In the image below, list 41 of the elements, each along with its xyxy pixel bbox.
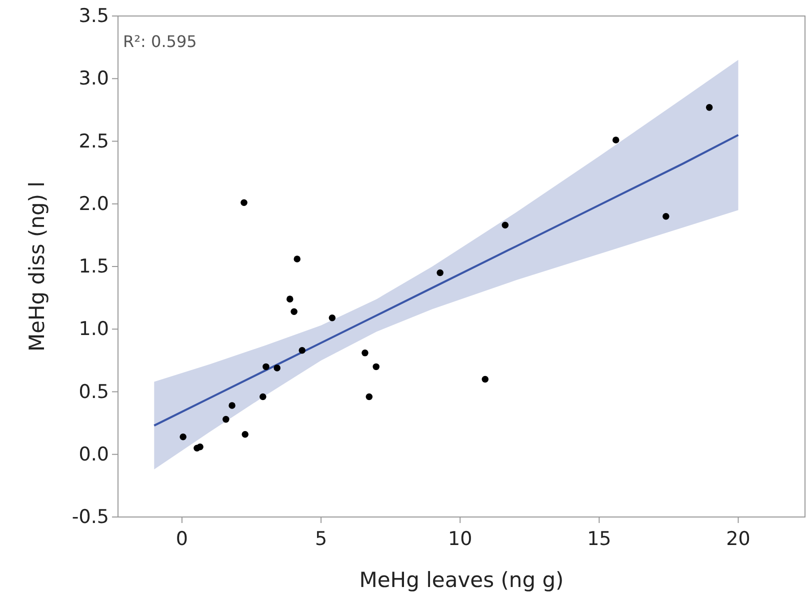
y-tick-label: 2.5 (78, 130, 109, 152)
point (436, 269, 444, 276)
point (298, 347, 306, 354)
point (362, 350, 368, 356)
y-tick-label: 1.5 (78, 256, 109, 278)
point (706, 104, 713, 111)
point (262, 363, 270, 370)
y-axis-title: MeHg diss (ng) l (25, 181, 49, 352)
point (372, 363, 380, 370)
y-tick-label: 1.0 (78, 318, 109, 340)
x-tick-label: 20 (726, 528, 750, 550)
point (328, 314, 336, 322)
point (612, 136, 620, 144)
y-tick-label: 0.0 (78, 443, 109, 466)
point (482, 376, 489, 383)
y-tick-label: 3.5 (78, 5, 109, 28)
x-tick-label: 0 (176, 528, 188, 550)
point (366, 393, 373, 400)
point (274, 364, 280, 372)
x-tick-label: 5 (314, 528, 328, 550)
line-series (153, 134, 740, 427)
y-tick-label: 2.0 (78, 192, 109, 215)
x-tick-label: 10 (448, 528, 472, 550)
point (502, 222, 509, 229)
y-tick-label: 3.0 (78, 68, 109, 90)
point (228, 402, 236, 409)
x-tick-label: 15 (587, 528, 612, 550)
point (260, 393, 266, 400)
annotation: R²: 0.595 (123, 32, 197, 51)
point (286, 296, 294, 302)
point (196, 443, 204, 450)
y-tick-label: 0.5 (78, 380, 109, 403)
point (662, 213, 670, 220)
point (290, 308, 298, 315)
x-axis-title: MeHg leaves (ng g) (359, 568, 564, 592)
y-tick-label: -0.5 (72, 506, 109, 528)
point (242, 430, 248, 438)
point (222, 416, 230, 423)
point (294, 256, 301, 262)
point (180, 433, 186, 440)
point (240, 199, 248, 206)
